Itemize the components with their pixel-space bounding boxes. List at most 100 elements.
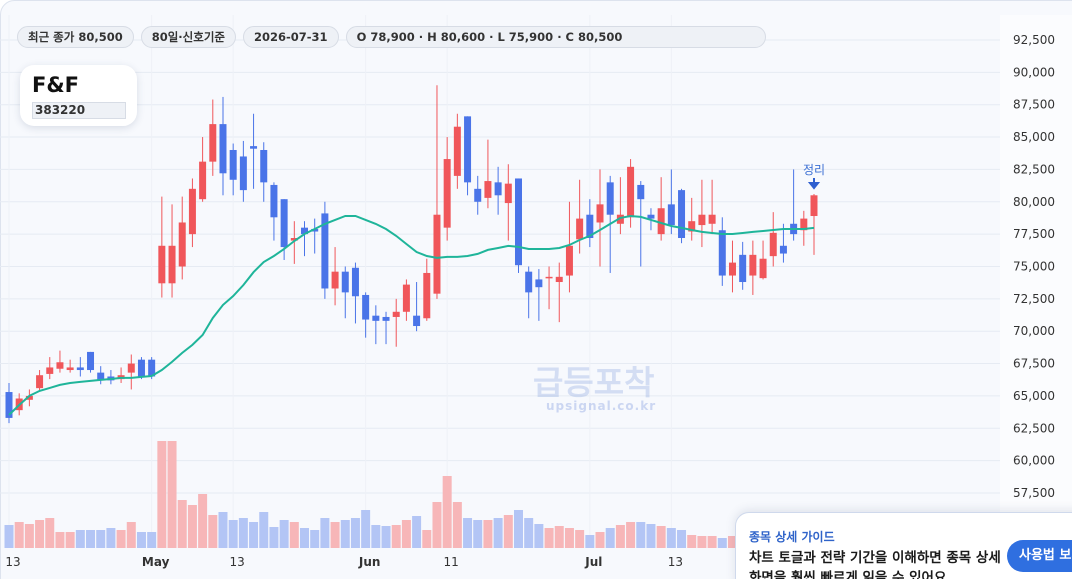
volume-bar [45,518,55,548]
watermark-url: upsignal.co.kr [546,399,657,413]
volume-bar [381,526,391,548]
candle-body [46,367,54,374]
candle-body [270,184,278,218]
volume-bar [269,527,279,548]
volume-bar [727,536,737,548]
volume-bar [422,530,432,548]
candle-body [514,178,522,266]
candle-body [158,245,166,284]
volume-bar [687,535,697,548]
volume-bar [442,476,452,548]
volume-bar [330,522,340,548]
candle-body [250,146,258,149]
volume-bar [126,522,136,548]
pill: O 78,900 · H 80,600 · L 75,900 · C 80,50… [345,26,766,48]
y-tick-label: 90,000 [1013,65,1055,79]
y-tick-label: 75,000 [1013,259,1055,273]
volume-bar [677,530,687,548]
volume-bar [116,530,126,548]
candle-body [637,184,645,200]
volume-bar [503,515,513,548]
candle-body [168,245,176,284]
volume-bar [585,535,595,548]
volume-bar [75,530,85,548]
volume-bar [340,520,350,548]
volume-bar [208,515,218,548]
candle-body [148,359,156,377]
candle-body [76,367,84,371]
watermark: 급등포착 [533,363,655,402]
candle-body [810,195,818,217]
volume-bar [361,510,371,548]
volume-bar [493,518,503,548]
volume-bar [279,520,289,548]
volume-bar [259,512,269,548]
y-tick-label: 82,500 [1013,162,1055,176]
volume-bar [96,530,106,548]
candle-body [362,294,370,320]
volume-bar [697,536,707,548]
volume-bar [534,524,544,548]
guide-button[interactable]: 사용법 보기 [1007,540,1072,572]
candle-body [413,315,421,327]
candle-body [739,254,747,283]
y-tick-label: 92,500 [1013,33,1055,47]
volume-bar [564,528,574,548]
candle-body [331,271,339,289]
candle-body [392,311,400,317]
candle-body [137,359,145,377]
candle-body [504,183,512,204]
candle-body [555,276,563,283]
y-tick-label: 80,000 [1013,195,1055,209]
candle-body [423,272,431,319]
x-tick-label: Jun [358,555,381,569]
candle-body [698,214,706,226]
candle-body [127,363,135,373]
candle-body [647,214,655,219]
candle-body [769,232,777,257]
volume-bar [24,524,34,548]
volume-bar [615,525,625,548]
candle-body [239,156,247,191]
candle-body [280,199,288,248]
candle-body [678,190,686,239]
annotation: 정리 [803,163,825,177]
candle-body [596,204,604,223]
y-tick-label: 77,500 [1013,227,1055,241]
candle-body [66,367,74,371]
x-tick-label: May [142,555,170,569]
candle-body [749,254,757,276]
candle-body [321,213,329,289]
volume-bar [473,520,483,548]
y-tick-label: 62,500 [1013,421,1055,435]
x-tick-label: 13 [668,555,683,569]
volume-bar [432,502,442,548]
candle-body [800,218,808,231]
guide-text: 차트 토글과 전략 기간을 이해하면 종목 상세 [749,550,1001,566]
pill: 80일·신호기준 [140,26,236,48]
volume-bar [14,522,24,548]
volume-bar [544,528,554,548]
volume-bar [371,525,381,548]
candle-body [178,222,186,267]
annotation-arrow [807,178,821,190]
y-tick-label: 60,000 [1013,454,1055,468]
guide-title: 종목 상세 가이드 [749,530,835,544]
volume-bar [666,528,676,548]
stock-card: F&F 383220 [20,65,137,126]
candle-body [188,188,196,235]
x-tick-label: 13 [5,555,20,569]
pill: 2026-07-31 [243,26,339,48]
candle-body [382,316,390,321]
candle-body [759,258,767,279]
candle-body [779,245,787,254]
candle-body [87,351,95,371]
volume-bar [626,522,636,548]
volume-bar [310,530,320,548]
candle-body [453,126,461,176]
y-tick-label: 57,500 [1013,486,1055,500]
candle-body [311,228,319,232]
candle-body [627,166,635,218]
volume-bar [483,520,493,548]
stock-code: 383220 [32,102,126,119]
